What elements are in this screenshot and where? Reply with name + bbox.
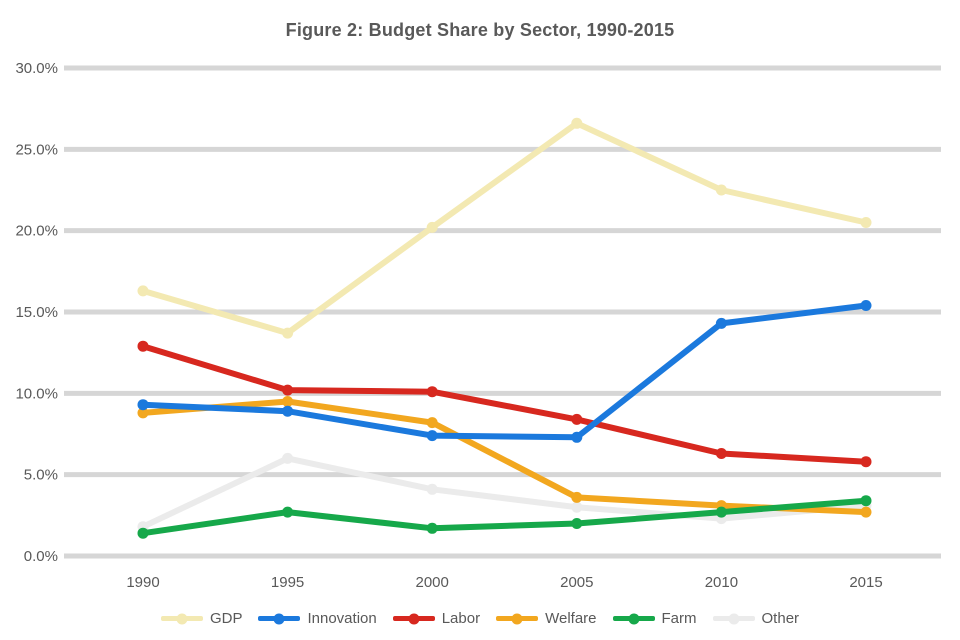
data-point-labor <box>571 413 583 425</box>
legend-item-farm: Farm <box>612 610 697 627</box>
series-line-other <box>140 455 869 530</box>
legend-item-innovation: Innovation <box>258 610 377 627</box>
legend-marker-dot <box>176 613 188 624</box>
legend-label: Innovation <box>307 610 377 627</box>
data-point-innovation <box>282 405 294 417</box>
legend-marker-dot <box>273 613 285 624</box>
data-point-innovation <box>137 399 149 411</box>
legend-line-swatch <box>392 613 435 624</box>
data-point-farm <box>426 522 438 534</box>
data-point-labor <box>715 448 727 459</box>
legend-label: Welfare <box>545 610 597 627</box>
data-point-gdp <box>860 217 872 228</box>
data-point-innovation <box>426 430 438 442</box>
x-tick-label: 2015 <box>849 574 882 591</box>
data-point-farm <box>715 506 727 518</box>
legend-item-labor: Labor <box>392 610 481 627</box>
y-tick-label: 10.0% <box>15 385 58 402</box>
data-point-farm <box>137 527 149 539</box>
data-point-labor <box>282 384 294 396</box>
y-tick-label: 30.0% <box>15 60 58 77</box>
x-tick-label: 2000 <box>416 574 449 591</box>
series-line-innovation <box>140 302 869 441</box>
data-point-innovation <box>715 317 727 329</box>
data-point-innovation <box>860 300 872 311</box>
x-tick-label: 1990 <box>126 574 159 591</box>
data-point-welfare <box>282 396 294 407</box>
series-line-labor <box>140 343 869 465</box>
data-point-other <box>571 501 583 513</box>
legend-marker-dot <box>728 613 740 624</box>
legend-line-swatch <box>712 613 755 624</box>
data-point-welfare <box>571 491 583 503</box>
y-tick-label: 20.0% <box>15 223 58 240</box>
data-point-gdp <box>137 285 149 297</box>
series-line-gdp <box>140 120 869 337</box>
data-point-other <box>426 483 438 495</box>
legend-label: Farm <box>661 610 697 627</box>
legend-marker-dot <box>511 613 523 624</box>
x-tick-label: 2010 <box>705 574 738 591</box>
y-tick-label: 15.0% <box>15 304 58 321</box>
data-point-gdp <box>282 327 294 339</box>
legend-line-swatch <box>258 613 301 624</box>
data-point-gdp <box>715 184 727 196</box>
data-point-farm <box>571 518 583 529</box>
legend-label: Labor <box>441 610 481 627</box>
y-tick-label: 25.0% <box>15 141 58 158</box>
data-point-farm <box>282 506 294 518</box>
y-tick-label: 5.0% <box>24 467 58 484</box>
series-line-welfare <box>140 398 869 516</box>
legend-item-other: Other <box>712 610 800 627</box>
legend-line-swatch <box>496 613 539 624</box>
legend-item-welfare: Welfare <box>496 610 597 627</box>
data-point-labor <box>426 386 438 398</box>
y-tick-label: 0.0% <box>24 548 58 565</box>
data-point-gdp <box>426 221 438 233</box>
legend-marker-dot <box>408 613 420 624</box>
x-tick-label: 1995 <box>271 574 304 591</box>
series-line-farm <box>140 497 869 537</box>
data-point-welfare <box>137 407 149 419</box>
data-point-welfare <box>860 506 872 518</box>
data-point-innovation <box>571 431 583 443</box>
chart-legend: GDP Innovation Labor Welfare Farm Other <box>0 610 960 627</box>
x-tick-label: 2005 <box>560 574 593 591</box>
data-point-labor <box>137 340 149 352</box>
chart-title: Figure 2: Budget Share by Sector, 1990-2… <box>285 20 675 40</box>
data-point-gdp <box>571 117 583 129</box>
legend-label: GDP <box>209 610 243 627</box>
data-point-labor <box>860 456 872 468</box>
legend-line-swatch <box>612 613 655 624</box>
legend-line-swatch <box>160 613 203 624</box>
data-point-farm <box>860 495 872 507</box>
data-point-other <box>282 452 294 464</box>
legend-marker-dot <box>628 613 640 624</box>
legend-label: Other <box>761 610 800 627</box>
data-point-welfare <box>426 417 438 429</box>
legend-item-gdp: GDP <box>160 610 243 627</box>
